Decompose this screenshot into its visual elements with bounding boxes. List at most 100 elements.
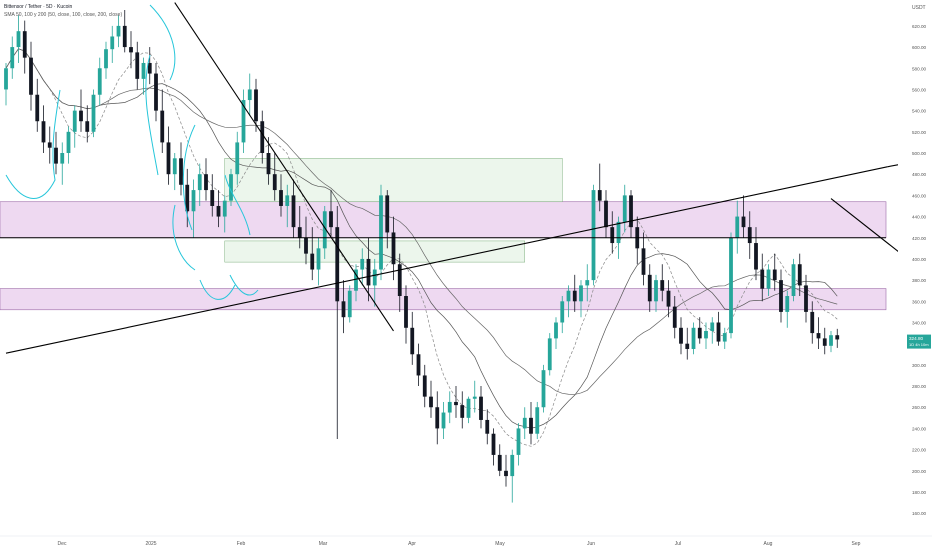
candle (516, 428, 521, 455)
candle (54, 147, 58, 164)
candle (410, 327, 415, 355)
last-price-label: 324.80 (909, 336, 923, 341)
candle (760, 269, 765, 289)
candle (329, 211, 333, 228)
candle (472, 396, 477, 399)
candle (235, 142, 240, 175)
candle (222, 200, 227, 217)
candle (785, 296, 790, 312)
candle (554, 322, 558, 339)
candle (510, 454, 515, 477)
candle (79, 110, 83, 122)
candle (541, 370, 546, 408)
candle (110, 36, 115, 50)
candle (641, 248, 646, 275)
time-tick-label: Jun (587, 541, 595, 547)
candle (622, 195, 627, 222)
time-axis[interactable]: Dec 2025 Feb Mar Apr May Jun Jul Aug Sep (0, 535, 932, 547)
candle (91, 94, 96, 132)
candle (122, 25, 127, 48)
candle (741, 216, 746, 228)
candle (322, 211, 327, 249)
candle (316, 248, 321, 270)
candle (566, 290, 571, 302)
drawn-curve (182, 124, 196, 231)
time-tick-label: May (495, 541, 505, 547)
candle (829, 335, 833, 346)
candle (254, 89, 258, 122)
candle (210, 190, 215, 206)
candle (154, 73, 158, 111)
candle (766, 269, 771, 289)
candle (135, 52, 140, 79)
price-tick-label: 300.00 (912, 363, 926, 368)
candle (529, 417, 533, 434)
candle (735, 216, 740, 238)
drawn-curve (229, 274, 259, 296)
time-tick-label: Apr (408, 541, 416, 547)
candle (422, 375, 427, 397)
candle (66, 131, 71, 154)
candle (304, 237, 308, 254)
candle (666, 290, 671, 307)
candle (435, 407, 440, 429)
price-tick-label: 500.00 (912, 151, 926, 156)
candle (729, 237, 733, 334)
candle (354, 269, 358, 291)
candle (297, 227, 302, 238)
candle (535, 407, 540, 434)
candle (497, 454, 502, 471)
candle (429, 396, 433, 408)
candle (522, 417, 527, 429)
candle (404, 296, 408, 328)
candle (247, 89, 252, 101)
indicator-legend[interactable]: SMA 50, 100 y 200 (50, close, 100, close… (4, 12, 123, 18)
candle (704, 330, 708, 339)
candle (447, 401, 452, 413)
order-block-box (224, 240, 525, 263)
candle (129, 47, 133, 53)
candle (310, 253, 315, 270)
price-tick-label: 260.00 (912, 405, 926, 410)
candle (85, 121, 90, 132)
price-tick-label: 340.00 (912, 320, 926, 325)
candle (454, 401, 458, 406)
candle (616, 221, 621, 244)
candle (660, 280, 665, 291)
candle (191, 190, 196, 212)
price-axis[interactable]: USDT 160.00 180.00 200.00 220.00 240.00 260.00… (898, 0, 932, 550)
candle (716, 322, 721, 342)
price-tick-label: 580.00 (912, 66, 926, 71)
price-axis-bg (898, 0, 932, 550)
candle (179, 158, 183, 185)
candle (147, 62, 152, 74)
drawn-curve (5, 89, 61, 199)
zones-layer (0, 158, 887, 311)
candle (654, 280, 658, 302)
time-tick-label: Aug (764, 541, 773, 547)
candle (441, 412, 446, 429)
candle (241, 100, 246, 143)
time-tick-label: Feb (237, 541, 246, 547)
candle (366, 258, 371, 286)
bar-countdown-label: 1D 4h 10m (909, 342, 929, 347)
candle (791, 264, 796, 297)
time-tick-label: Mar (319, 541, 328, 547)
sma-200-line (5, 48, 838, 395)
candle (679, 327, 683, 344)
candle (29, 57, 33, 95)
time-tick-label: 2025 (145, 541, 156, 547)
symbol-title[interactable]: Bittensor / Tether · 5D · Kucoin (4, 4, 73, 10)
trendlines-layer (0, 2, 932, 360)
candle (479, 396, 483, 420)
price-tick-label: 160.00 (912, 511, 926, 516)
candle (835, 335, 840, 340)
price-tick-label: 480.00 (912, 172, 926, 177)
candle (391, 232, 396, 265)
candle (460, 405, 465, 418)
candle (597, 190, 602, 201)
candle (372, 269, 377, 286)
price-tick-label: 200.00 (912, 469, 926, 474)
